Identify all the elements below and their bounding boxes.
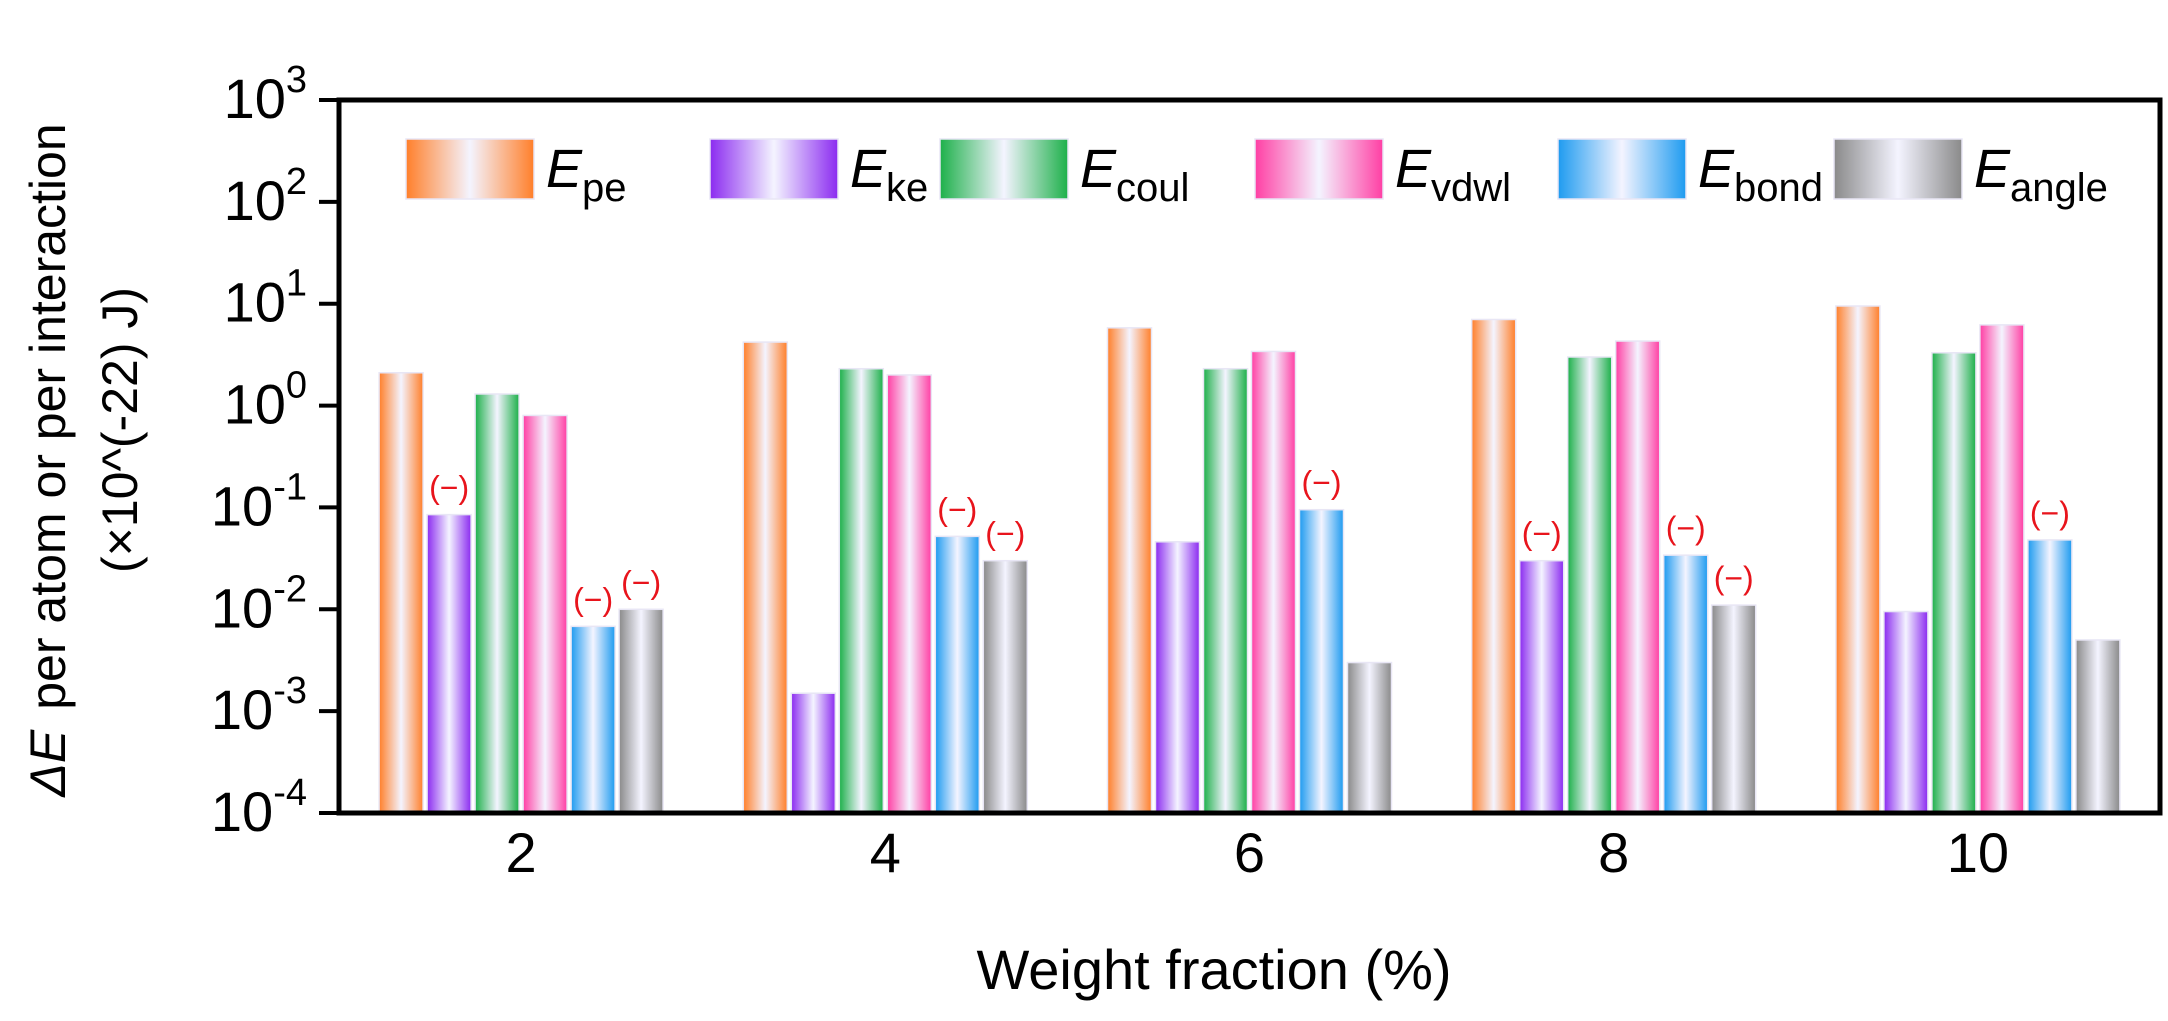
bars-layer — [378, 305, 2121, 814]
negative-marker: (−) — [2030, 495, 2070, 531]
bar-vdwl-8 — [1614, 340, 1661, 814]
bar-pe-4 — [742, 341, 789, 814]
legend-label: Evdwl — [1395, 139, 1511, 210]
legend-item-vdwl: Evdwl — [1254, 138, 1511, 210]
bar-vdwl-4 — [886, 374, 933, 814]
x-tick-label: 2 — [506, 821, 537, 884]
bar-bond-10 — [2027, 539, 2073, 814]
y-tick-label: 10-1 — [211, 466, 307, 537]
legend-swatch — [405, 138, 535, 200]
negative-marker: (−) — [985, 516, 1025, 552]
x-tick-label: 6 — [1234, 821, 1265, 884]
y-tick-label: 103 — [224, 59, 307, 130]
x-tick-label: 4 — [870, 821, 901, 884]
negative-marker: (−) — [1522, 516, 1562, 552]
bar-angle-4 — [982, 559, 1029, 814]
legend-label: Ebond — [1698, 139, 1823, 210]
bar-angle-6 — [1346, 661, 1393, 814]
bar-bond-2 — [570, 625, 616, 814]
bar-ke-2 — [426, 513, 472, 814]
legend-swatch — [1254, 138, 1384, 200]
legend-swatch — [709, 138, 839, 200]
negative-marker: (−) — [1302, 465, 1342, 501]
bar-ke-8 — [1518, 559, 1565, 814]
negative-marker: (−) — [937, 491, 977, 527]
x-tick-label: 8 — [1598, 821, 1629, 884]
y-tick-label: 102 — [224, 161, 307, 232]
legend-label: Eangle — [1974, 139, 2108, 210]
legend-swatch — [939, 138, 1069, 200]
bar-bond-8 — [1662, 554, 1709, 814]
bar-pe-8 — [1470, 318, 1517, 814]
y-axis-label-text: per atom or per interaction — [20, 123, 76, 709]
x-axis-label: Weight fraction (%) — [976, 938, 1451, 1001]
bar-ke-4 — [790, 692, 837, 814]
bar-vdwl-6 — [1250, 350, 1297, 814]
y-axis-label-symbol: ΔE — [20, 729, 76, 798]
bar-vdwl-2 — [522, 414, 568, 814]
legend-label: Epe — [546, 139, 627, 210]
bar-pe-6 — [1106, 327, 1153, 814]
legend-item-coul: Ecoul — [939, 138, 1189, 210]
bar-coul-8 — [1566, 356, 1613, 814]
negative-marker: (−) — [429, 470, 469, 506]
bar-coul-10 — [1931, 352, 1977, 814]
y-tick-label: 10-4 — [211, 772, 307, 843]
plot-frame — [336, 97, 2163, 816]
legend-swatch — [1557, 138, 1687, 200]
bar-ke-10 — [1883, 610, 1929, 814]
y-tick-label: 10-3 — [211, 670, 307, 741]
bar-vdwl-10 — [1979, 324, 2025, 814]
y-tick-label: 101 — [224, 263, 307, 334]
y-tick-label: 10-2 — [211, 568, 307, 639]
axis-ticks-layer: 10-4 10-3 10-2 10-1 100 101 102 103 2 4 6 8 10 — [211, 59, 2009, 884]
negative-markers-layer: (−)(−) (−)(−)(−)(−)(−) (−)(−)(−) — [429, 465, 2070, 618]
bar-coul-6 — [1202, 367, 1249, 814]
legend-swatch — [1833, 138, 1963, 200]
bar-bond-4 — [934, 535, 981, 814]
legend-item-angle: Eangle — [1833, 138, 2108, 210]
negative-marker: (−) — [621, 564, 661, 600]
legend-label: Eke — [850, 139, 928, 210]
bar-ke-6 — [1154, 541, 1201, 814]
bar-angle-2 — [618, 608, 664, 814]
bar-coul-4 — [838, 367, 885, 814]
bar-angle-10 — [2075, 639, 2121, 814]
y-axis-label-line1: ΔE per atom or per interaction — [20, 123, 76, 797]
bar-bond-6 — [1298, 508, 1345, 814]
bar-coul-2 — [474, 393, 520, 814]
y-tick-label: 100 — [224, 365, 307, 436]
legend: Epe Eke Ecoul Evdwl Ebond Eangle — [405, 138, 2108, 210]
negative-marker: (−) — [573, 581, 613, 617]
legend-item-pe: Epe — [405, 138, 627, 210]
legend-item-bond: Ebond — [1557, 138, 1823, 210]
bar-angle-8 — [1710, 604, 1757, 814]
negative-marker: (−) — [1666, 510, 1706, 546]
legend-item-ke: Eke — [709, 138, 928, 210]
bar-pe-10 — [1835, 305, 1881, 814]
y-axis-label: ΔE per atom or per interaction (×10^(-22)… — [20, 123, 148, 797]
negative-marker: (−) — [1714, 560, 1754, 596]
legend-label: Ecoul — [1080, 139, 1189, 210]
y-axis-label-line2: (×10^(-22) J) — [92, 287, 148, 573]
bar-pe-2 — [378, 372, 424, 814]
x-tick-label: 10 — [1947, 821, 2009, 884]
